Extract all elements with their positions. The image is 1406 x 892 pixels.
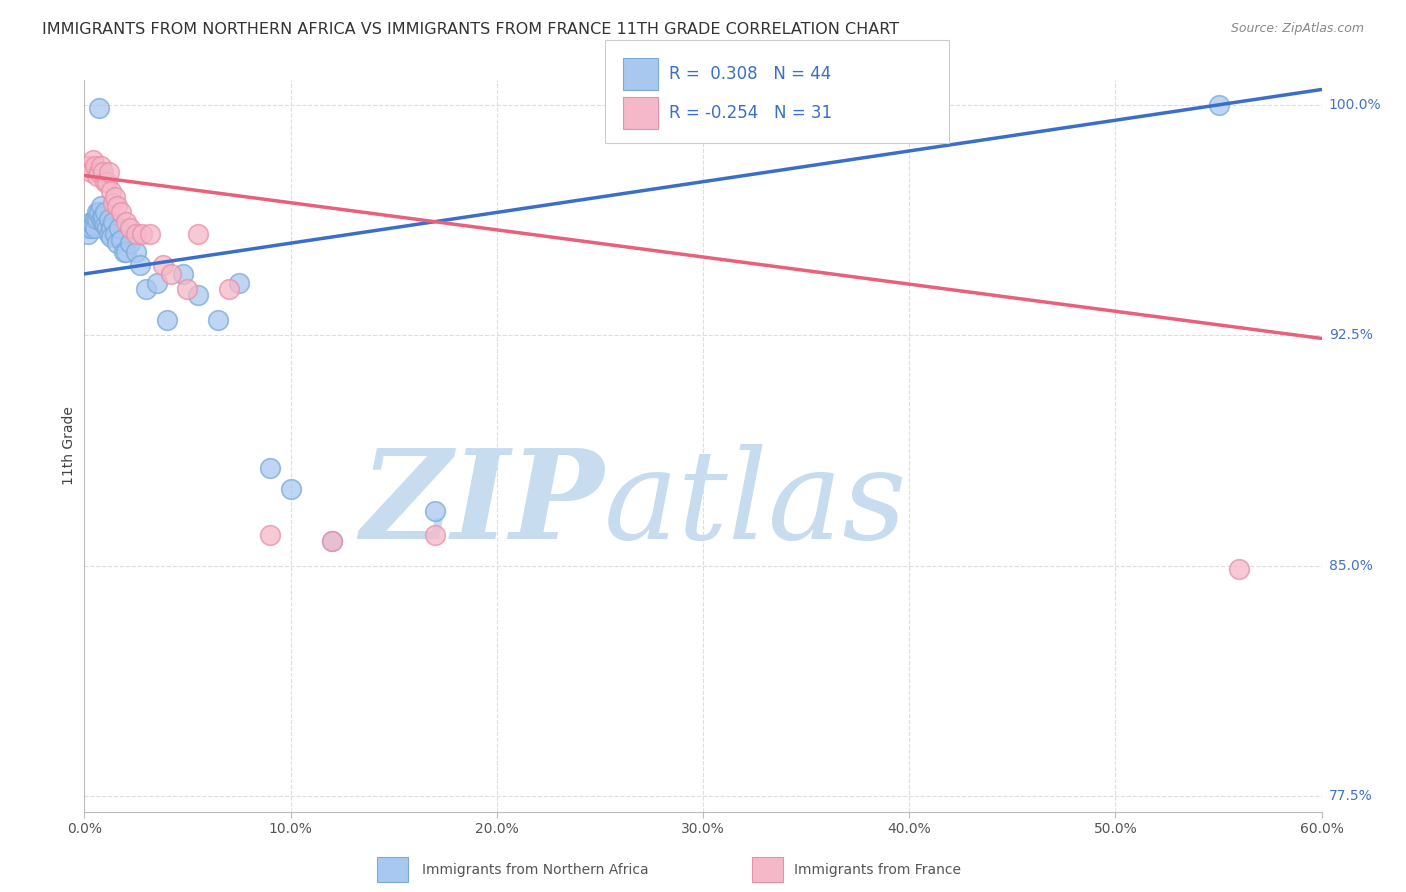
Point (139, 227, 162, 241)
Point (83, 211, 105, 226)
Point (103, 196, 125, 211)
Text: atlas: atlas (605, 443, 907, 566)
Point (87, 205, 110, 219)
Point (79, 220, 101, 235)
Point (90, 159, 112, 173)
Point (91, 214, 114, 228)
Point (86, 169, 108, 183)
Y-axis label: 11th Grade: 11th Grade (62, 407, 76, 485)
Point (86, 205, 108, 219)
Point (112, 245, 135, 260)
Point (129, 258, 152, 272)
Text: IMMIGRANTS FROM NORTHERN AFRICA VS IMMIGRANTS FROM FRANCE 11TH GRADE CORRELATION: IMMIGRANTS FROM NORTHERN AFRICA VS IMMIG… (42, 22, 900, 37)
Point (125, 227, 148, 241)
Point (1208, 98, 1230, 112)
Point (1227, 562, 1250, 576)
Point (75, 159, 97, 173)
Point (75, 220, 97, 235)
Point (103, 214, 125, 228)
Text: 92.5%: 92.5% (1329, 328, 1372, 343)
Point (100, 184, 122, 198)
Point (98, 165, 121, 179)
Text: 100.0%: 100.0% (1329, 98, 1381, 112)
Point (87, 165, 110, 179)
Text: ZIP: ZIP (360, 443, 605, 566)
Point (94, 175, 117, 189)
Point (321, 534, 343, 549)
Point (280, 482, 302, 496)
Point (176, 282, 198, 296)
Text: 77.5%: 77.5% (1329, 789, 1372, 804)
Point (87, 101, 110, 115)
Point (187, 288, 209, 302)
Point (125, 245, 148, 260)
Text: R = -0.254   N = 31: R = -0.254 N = 31 (669, 104, 832, 122)
Point (77, 159, 100, 173)
Point (90, 211, 112, 226)
Point (110, 205, 132, 219)
Point (104, 227, 127, 241)
Point (321, 534, 343, 549)
Text: Immigrants from Northern Africa: Immigrants from Northern Africa (422, 863, 648, 877)
Point (114, 214, 136, 228)
Point (82, 218, 104, 232)
Point (172, 267, 194, 281)
Point (96, 220, 118, 235)
Point (423, 528, 446, 542)
Point (83, 159, 105, 173)
Text: Immigrants from France: Immigrants from France (794, 863, 962, 877)
Point (259, 528, 281, 542)
Point (79, 165, 101, 179)
Point (104, 190, 127, 204)
Point (86, 211, 108, 226)
Text: R =  0.308   N = 44: R = 0.308 N = 44 (669, 65, 831, 83)
Text: Source: ZipAtlas.com: Source: ZipAtlas.com (1230, 22, 1364, 36)
Point (108, 220, 131, 235)
Point (118, 220, 141, 235)
Point (423, 503, 446, 517)
Point (160, 267, 183, 281)
Point (98, 227, 121, 241)
Point (96, 175, 118, 189)
Point (98, 211, 121, 226)
Point (187, 227, 209, 241)
Point (82, 153, 104, 168)
Point (135, 282, 157, 296)
Point (114, 245, 136, 260)
Point (207, 313, 229, 327)
Point (259, 460, 281, 475)
Point (131, 227, 153, 241)
Point (100, 220, 122, 235)
Point (105, 236, 128, 251)
Point (110, 233, 132, 247)
Point (90, 199, 112, 213)
Point (91, 165, 114, 179)
Point (156, 313, 179, 327)
Point (100, 230, 122, 244)
Point (152, 258, 174, 272)
Point (105, 199, 128, 213)
Point (118, 236, 141, 251)
Point (145, 276, 167, 290)
Point (218, 282, 240, 296)
Point (228, 276, 250, 290)
Point (94, 218, 117, 232)
Point (79, 214, 101, 228)
Point (83, 220, 105, 235)
Point (77, 227, 100, 241)
Point (94, 205, 117, 219)
Point (91, 209, 114, 223)
Text: 85.0%: 85.0% (1329, 559, 1372, 573)
